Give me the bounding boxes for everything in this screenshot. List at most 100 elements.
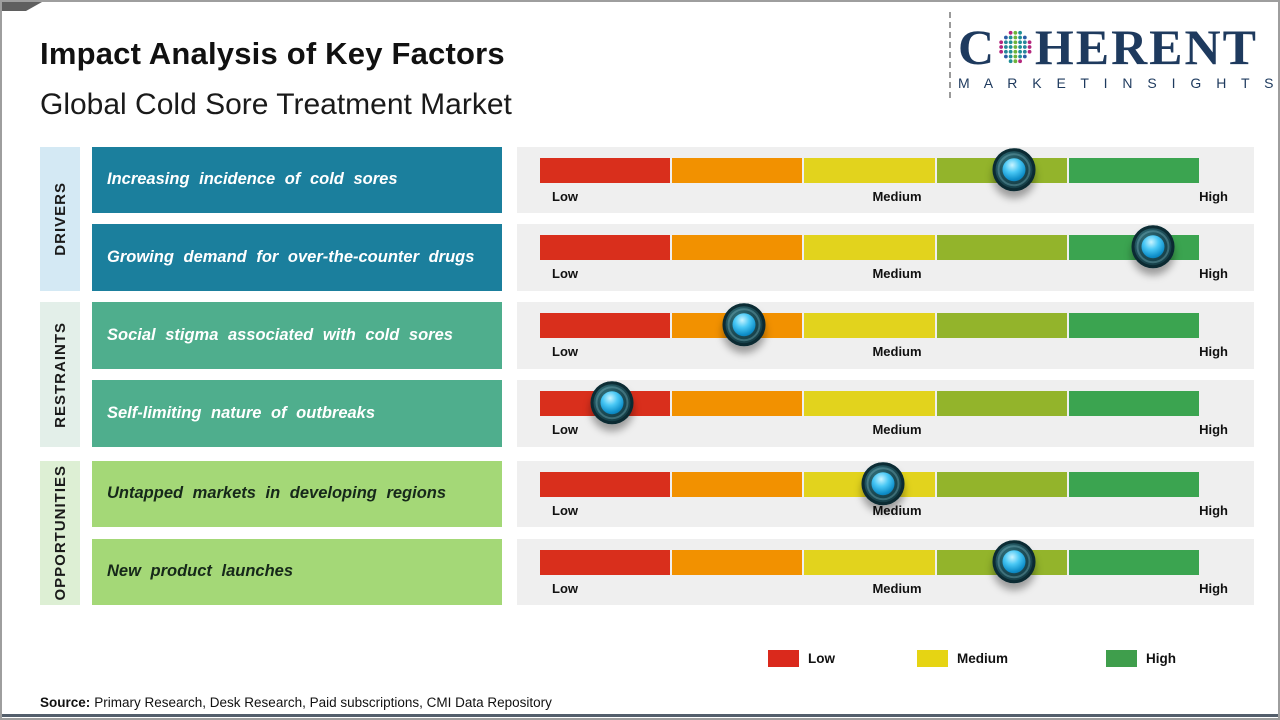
scale-segment-orange — [672, 235, 803, 260]
scale-label-low: Low — [552, 189, 578, 204]
legend-label-medium: Medium — [957, 650, 1009, 666]
scale-segment-orange — [672, 550, 803, 575]
scale-segment-yellowgreen — [936, 391, 1067, 416]
legend-item-low: Low — [768, 649, 835, 667]
factor-box: Increasing incidence of cold sores — [92, 147, 502, 213]
scale-segment-yellow — [804, 391, 935, 416]
scale-segment-green — [1068, 391, 1200, 416]
logo-wordmark: C HERENT — [958, 22, 1258, 72]
logo-text-start: C — [958, 19, 997, 75]
scale-label-high: High — [1199, 422, 1228, 437]
factor-box: Growing demand for over-the-counter drug… — [92, 224, 502, 291]
impact-marker — [722, 302, 766, 346]
factor-label: New product launches — [107, 562, 294, 581]
scale-segment-green — [1068, 313, 1200, 338]
scale-segment-red — [540, 472, 671, 497]
legend-item-medium: Medium — [917, 649, 1008, 667]
legend-label-high: High — [1146, 650, 1176, 666]
group-strip-opportunities: OPPORTUNITIES — [40, 461, 80, 605]
impact-scale-bar — [540, 461, 1200, 505]
legend-swatch-low — [768, 649, 799, 667]
scale-segment-orange — [672, 472, 803, 497]
group-label-restraints: RESTRAINTS — [51, 321, 69, 428]
scale-label-medium: Medium — [872, 189, 922, 204]
scale-label-low: Low — [552, 503, 578, 518]
factor-box: Untapped markets in developing regions — [92, 461, 502, 527]
impact-scale-bar — [540, 539, 1200, 583]
scale-segment-yellow — [804, 550, 935, 575]
impact-marker — [992, 539, 1036, 583]
impact-scale-bar — [540, 147, 1200, 191]
impact-marker — [590, 380, 634, 424]
scale-label-medium: Medium — [872, 266, 922, 281]
group-strip-drivers: DRIVERS — [40, 147, 80, 291]
impact-marker — [1131, 224, 1175, 268]
factor-label: Increasing incidence of cold sores — [107, 170, 398, 189]
impact-scale-panel: Low Medium High — [517, 147, 1254, 213]
scale-label-high: High — [1199, 266, 1228, 281]
scale-label-high: High — [1199, 189, 1228, 204]
impact-scale-panel: Low Medium High — [517, 224, 1254, 291]
scale-segment-red — [540, 550, 671, 575]
scale-label-high: High — [1199, 344, 1228, 359]
scale-label-low: Low — [552, 422, 578, 437]
corner-accent — [2, 2, 42, 11]
scale-segment-green — [1068, 158, 1200, 183]
impact-scale-panel: Low Medium High — [517, 461, 1254, 527]
scale-label-low: Low — [552, 266, 578, 281]
scale-segment-yellowgreen — [936, 235, 1067, 260]
factor-box: New product launches — [92, 539, 502, 605]
factor-box: Social stigma associated with cold sores — [92, 302, 502, 369]
factor-label: Growing demand for over-the-counter drug… — [107, 247, 475, 266]
legend-swatch-medium — [917, 649, 948, 667]
factor-box: Self-limiting nature of outbreaks — [92, 380, 502, 447]
group-strip-restraints: RESTRAINTS — [40, 302, 80, 447]
source-prefix: Source: — [40, 695, 91, 710]
scale-label-medium: Medium — [872, 422, 922, 437]
scale-label-high: High — [1199, 581, 1228, 596]
scale-segment-yellow — [804, 313, 935, 338]
scale-segment-yellowgreen — [936, 472, 1067, 497]
bottom-accent-bar — [2, 714, 1278, 717]
source-text: Primary Research, Desk Research, Paid su… — [94, 695, 552, 710]
legend-label-low: Low — [808, 650, 835, 666]
scale-label-medium: Medium — [872, 503, 922, 518]
scale-label-medium: Medium — [872, 344, 922, 359]
scale-segment-yellowgreen — [936, 313, 1067, 338]
scale-segment-red — [540, 235, 671, 260]
impact-marker — [861, 461, 905, 505]
source-note: Source: Primary Research, Desk Research, … — [40, 695, 552, 710]
scale-label-low: Low — [552, 344, 578, 359]
legend-item-high: High — [1106, 649, 1176, 667]
impact-scale-bar — [540, 380, 1200, 424]
factor-label: Untapped markets in developing regions — [107, 484, 447, 503]
group-label-drivers: DRIVERS — [51, 182, 69, 256]
scale-segment-orange — [672, 158, 803, 183]
factor-label: Self-limiting nature of outbreaks — [107, 403, 376, 422]
impact-scale-panel: Low Medium High — [517, 380, 1254, 447]
scale-segment-yellow — [804, 235, 935, 260]
factor-label: Social stigma associated with cold sores — [107, 325, 453, 344]
logo-tagline: M A R K E T I N S I G H T S — [958, 75, 1279, 91]
scale-label-low: Low — [552, 581, 578, 596]
impact-marker — [992, 147, 1036, 191]
scale-segment-green — [1068, 550, 1200, 575]
company-logo: C HERENT M A R K E T I N S I G H T S — [958, 22, 1279, 91]
group-label-opportunities: OPPORTUNITIES — [51, 465, 69, 601]
scale-segment-red — [540, 313, 671, 338]
dotted-globe-icon — [999, 30, 1032, 64]
logo-divider — [949, 12, 951, 98]
impact-scale-bar — [540, 302, 1200, 346]
legend-swatch-high — [1106, 649, 1137, 667]
logo-text-end: HERENT — [1034, 19, 1258, 75]
scale-segment-orange — [672, 391, 803, 416]
impact-scale-bar — [540, 224, 1200, 268]
page-title: Impact Analysis of Key Factors — [40, 36, 505, 71]
scale-segment-green — [1068, 472, 1200, 497]
page-subtitle: Global Cold Sore Treatment Market — [40, 88, 512, 121]
impact-scale-panel: Low Medium High — [517, 302, 1254, 369]
scale-segment-yellow — [804, 158, 935, 183]
scale-segment-red — [540, 158, 671, 183]
scale-label-medium: Medium — [872, 581, 922, 596]
